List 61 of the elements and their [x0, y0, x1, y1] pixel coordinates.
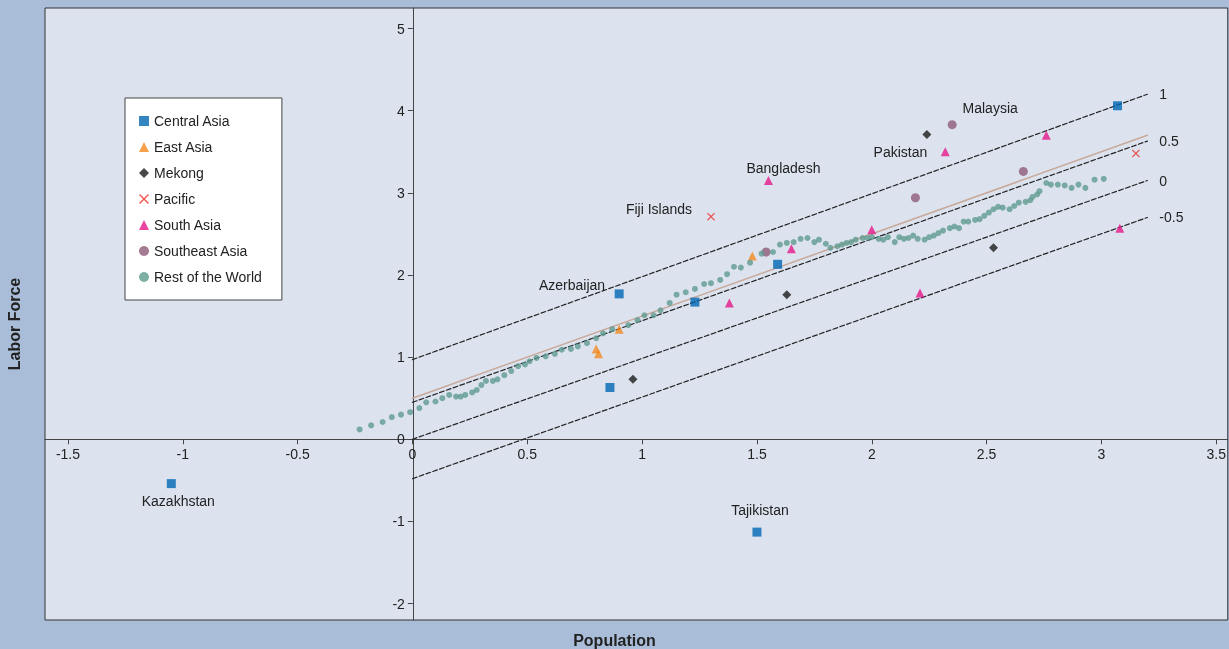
point [614, 289, 624, 299]
y-tick-label: 4 [397, 102, 406, 119]
point [707, 212, 716, 221]
x-tick-label: -1 [176, 446, 190, 463]
point [763, 176, 773, 186]
annotation: Fiji Islands [625, 200, 693, 217]
x-tick-label: 1 [638, 446, 647, 463]
y-tick-label: 3 [397, 184, 406, 201]
point [947, 120, 957, 130]
legend-label: East Asia [154, 139, 213, 155]
legend-label: South Asia [154, 217, 222, 233]
series-label: 0.5 [1159, 133, 1180, 150]
point [1018, 166, 1028, 176]
y-tick-label: 2 [397, 266, 406, 283]
point [910, 193, 920, 203]
annotation: Kazakhstan [141, 492, 215, 509]
point [752, 527, 762, 537]
annotation: Malaysia [962, 99, 1018, 116]
legend-label: Southeast Asia [154, 243, 248, 259]
point [915, 288, 925, 298]
point [989, 243, 998, 253]
annotation: Bangladesh [746, 159, 821, 176]
annotation: Pakistan [873, 143, 928, 160]
x-tick-label: 2 [867, 446, 876, 463]
point [1113, 101, 1123, 111]
point [773, 259, 783, 269]
x-tick-label: 3.5 [1206, 446, 1227, 463]
point [690, 297, 700, 307]
point [786, 244, 796, 254]
point [605, 383, 615, 393]
point [922, 130, 932, 140]
legend-label: Pacific [154, 191, 196, 207]
y-tick-label: -1 [392, 513, 406, 530]
annotation: Tajikistan [731, 502, 789, 519]
point [614, 324, 624, 334]
legend-label: Mekong [154, 165, 204, 181]
y-tick-label: 1 [397, 349, 406, 366]
series-label: 0 [1159, 172, 1168, 189]
y-axis-title: Labor Force [5, 277, 23, 371]
point [593, 349, 603, 359]
y-tick-label: -2 [392, 595, 406, 612]
annotation: Azerbaijan [539, 276, 606, 293]
point [1041, 130, 1051, 140]
x-tick-label: 1.5 [747, 446, 767, 463]
x-tick-label: 3 [1097, 446, 1106, 463]
point [1115, 223, 1125, 233]
legend-label: Central Asia [154, 113, 230, 129]
series-label: -0.5 [1159, 209, 1184, 226]
point [628, 374, 638, 384]
series-label: 1 [1159, 86, 1168, 103]
x-tick-label: 0.5 [517, 446, 538, 463]
x-tick-label: 2.5 [976, 446, 997, 463]
x-tick-label: -1.5 [55, 446, 81, 463]
point [1131, 149, 1140, 158]
point [166, 479, 176, 489]
x-tick-label: -0.5 [285, 446, 310, 463]
legend-label: Rest of the World [154, 269, 262, 285]
y-tick-label: 5 [397, 20, 406, 37]
x-axis-title: Population [573, 631, 656, 649]
point [782, 290, 792, 300]
point [747, 251, 757, 261]
